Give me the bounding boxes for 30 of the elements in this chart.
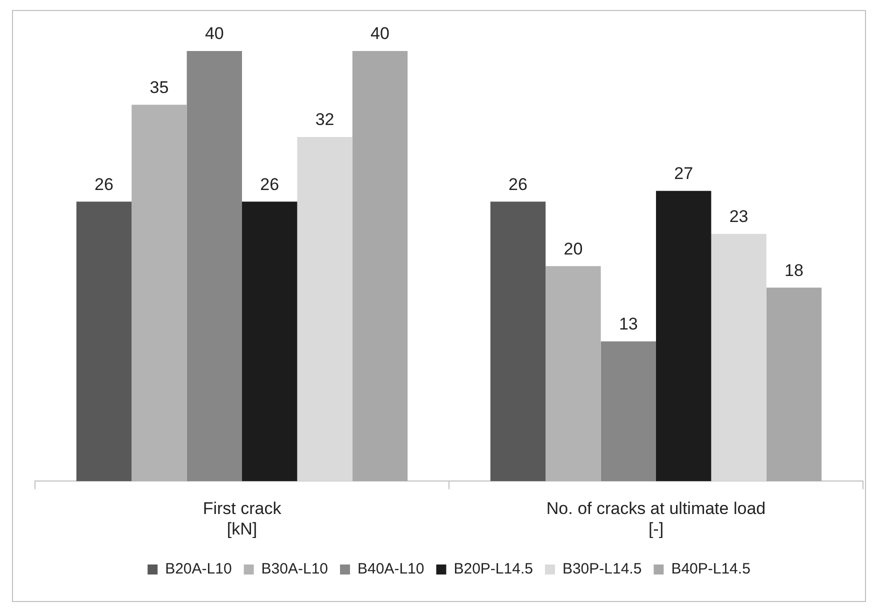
data-label: 18 — [784, 260, 804, 280]
bar — [766, 288, 822, 482]
data-label: 26 — [94, 174, 114, 194]
bar — [186, 51, 242, 482]
data-label: 26 — [260, 174, 280, 194]
data-label: 26 — [508, 174, 528, 194]
data-label: 20 — [564, 239, 583, 258]
legend-label: B40A-L10 — [358, 560, 424, 578]
legend-label: B40P-L14.5 — [671, 560, 750, 578]
x-tick-label: No. of cracks at ultimate load [-] — [546, 499, 766, 538]
bar — [297, 137, 352, 482]
data-label: 40 — [204, 24, 224, 44]
data-label: 32 — [315, 110, 334, 130]
bar — [76, 202, 132, 482]
x-tick-label: First crack [kN] — [202, 499, 282, 538]
data-label: 23 — [729, 207, 748, 226]
data-label: 27 — [674, 164, 694, 184]
legend-label: B30P-L14.5 — [562, 560, 642, 578]
legend-label: B20P-L14.5 — [454, 560, 533, 578]
legend-label: B30A-L10 — [261, 560, 328, 578]
legend-label: B20A-L10 — [165, 560, 232, 578]
bar — [242, 202, 298, 482]
bar — [352, 51, 408, 482]
data-label: 35 — [150, 78, 169, 97]
bar — [711, 234, 766, 482]
bar — [656, 190, 712, 482]
data-label: 13 — [618, 314, 638, 334]
data-label: 40 — [370, 24, 390, 44]
bar — [490, 202, 546, 482]
bar — [600, 341, 656, 482]
